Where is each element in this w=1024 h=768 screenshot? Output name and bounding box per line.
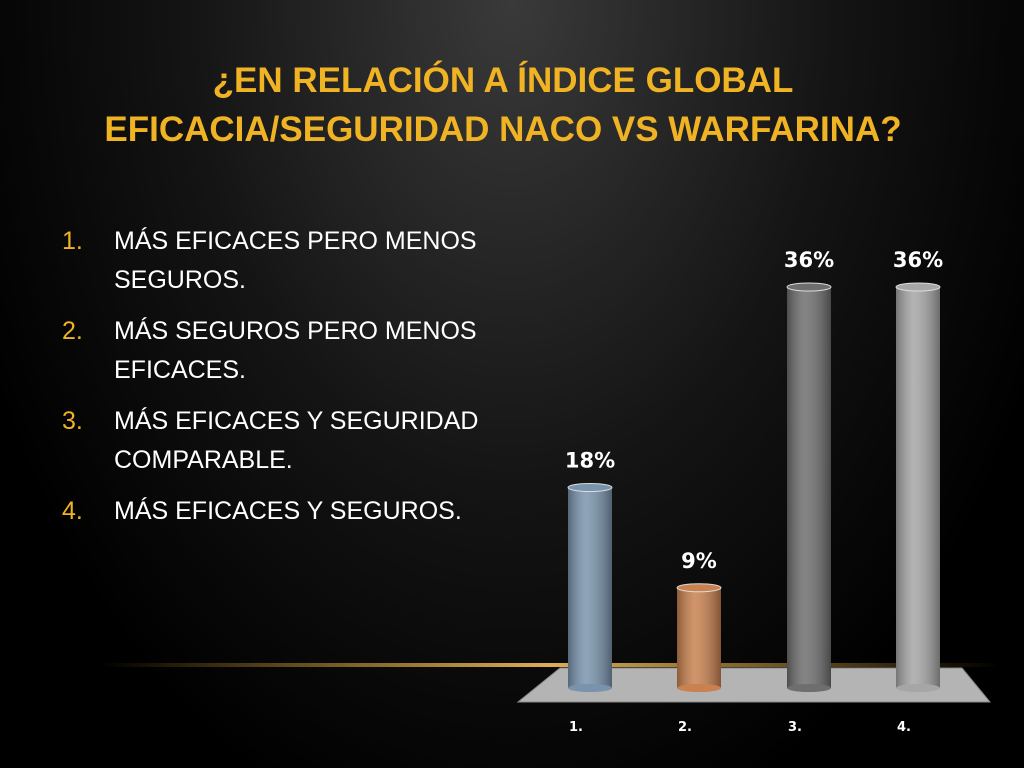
- bar-base: [677, 684, 721, 692]
- value-label: 36%: [893, 248, 943, 272]
- item-text: MÁS EFICACES Y SEGURIDAD COMPARABLE.: [114, 407, 479, 474]
- title-line: EFICACIA/SEGURIDAD NACO VS WARFARINA?: [104, 110, 902, 149]
- item-marker: 4.: [62, 497, 83, 525]
- slide-title: ¿EN RELACIÓN A ÍNDICE GLOBAL EFICACIA/SEG…: [0, 56, 1006, 154]
- bar-base: [896, 684, 940, 692]
- list-item: 3. MÁS EFICACES Y SEGURIDAD COMPARABLE.: [62, 402, 512, 480]
- bar-top: [567, 483, 613, 492]
- item-text: MÁS EFICACES Y SEGUROS.: [114, 497, 462, 525]
- x-tick-label: 1.: [569, 720, 583, 735]
- item-marker: 3.: [62, 407, 83, 435]
- x-tick-label: 3.: [788, 720, 802, 735]
- glow-line: [100, 663, 1000, 667]
- bar-top: [676, 583, 722, 593]
- item-text: MÁS EFICACES PERO MENOS SEGUROS.: [114, 227, 477, 294]
- bar-top: [786, 282, 832, 292]
- title-line: ¿EN RELACIÓN A ÍNDICE GLOBAL: [212, 61, 794, 100]
- bar-shade: [568, 487, 612, 688]
- bar-top: [895, 282, 941, 292]
- value-label: 9%: [681, 549, 717, 573]
- list-item: 4. MÁS EFICACES Y SEGUROS.: [62, 492, 512, 531]
- item-marker: 1.: [62, 227, 83, 255]
- item-marker: 2.: [62, 317, 83, 345]
- bar-base: [568, 684, 612, 692]
- bar-shade: [787, 287, 831, 688]
- list-item: 2. MÁS SEGUROS PERO MENOS EFICACES.: [62, 312, 512, 390]
- bar-shade: [677, 587, 721, 688]
- x-tick-label: 2.: [678, 720, 692, 735]
- value-label: 18%: [565, 449, 615, 473]
- bar-base: [787, 684, 831, 692]
- bar-shade: [896, 287, 940, 688]
- item-list: 1. MÁS EFICACES PERO MENOS SEGUROS. 2. MÁS …: [62, 222, 512, 543]
- item-text: MÁS SEGUROS PERO MENOS EFICACES.: [114, 317, 477, 384]
- value-label: 36%: [784, 248, 834, 272]
- x-tick-label: 4.: [897, 720, 911, 735]
- list-item: 1. MÁS EFICACES PERO MENOS SEGUROS.: [62, 222, 512, 300]
